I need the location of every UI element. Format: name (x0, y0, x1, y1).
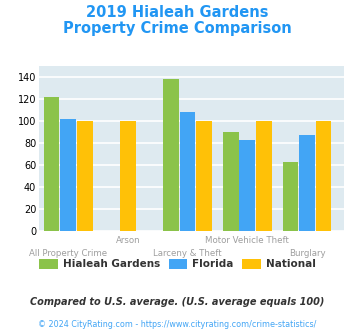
Text: Arson: Arson (115, 236, 140, 245)
Bar (180, 112, 196, 231)
Text: Compared to U.S. average. (U.S. average equals 100): Compared to U.S. average. (U.S. average … (30, 297, 325, 307)
Bar (120, 121, 136, 231)
Bar (316, 121, 332, 231)
Text: Larceny & Theft: Larceny & Theft (153, 249, 222, 258)
Bar (283, 162, 298, 231)
Text: Property Crime Comparison: Property Crime Comparison (63, 21, 292, 36)
Bar (60, 119, 76, 231)
Bar (44, 97, 59, 231)
Bar (299, 135, 315, 231)
Bar (196, 121, 212, 231)
Bar (223, 132, 239, 231)
Bar (256, 121, 272, 231)
Legend: Hialeah Gardens, Florida, National: Hialeah Gardens, Florida, National (35, 255, 320, 274)
Text: Motor Vehicle Theft: Motor Vehicle Theft (205, 236, 289, 245)
Bar (163, 79, 179, 231)
Text: © 2024 CityRating.com - https://www.cityrating.com/crime-statistics/: © 2024 CityRating.com - https://www.city… (38, 320, 317, 329)
Text: All Property Crime: All Property Crime (29, 249, 107, 258)
Bar (239, 140, 255, 231)
Bar (77, 121, 93, 231)
Text: 2019 Hialeah Gardens: 2019 Hialeah Gardens (86, 5, 269, 20)
Text: Burglary: Burglary (289, 249, 325, 258)
